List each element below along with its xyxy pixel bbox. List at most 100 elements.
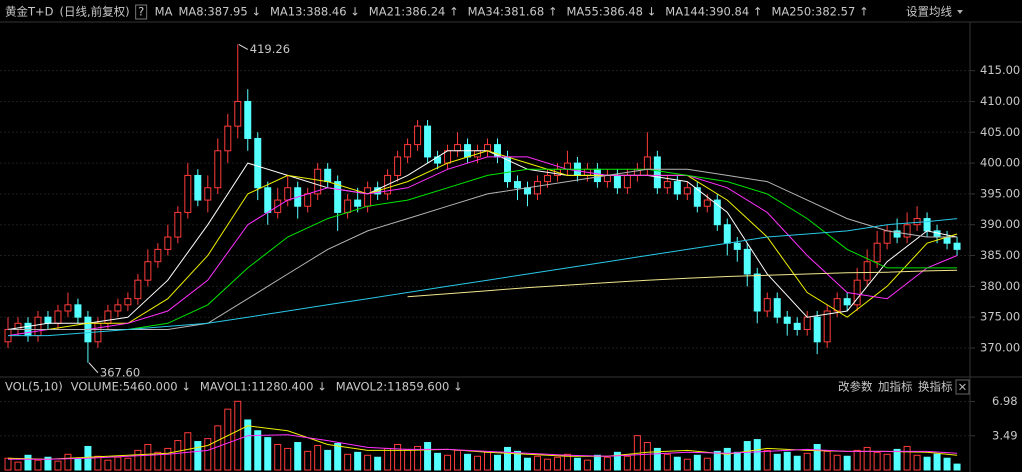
candle-body <box>683 187 691 195</box>
volume-title: VOL(5,10) <box>5 380 63 394</box>
volume-bar <box>813 443 821 471</box>
volume-bar <box>104 459 112 471</box>
volume-bar <box>64 453 72 471</box>
candle-body <box>623 174 631 189</box>
candle-body <box>344 199 352 213</box>
candle-body <box>753 273 761 312</box>
y-tick-label: 390.00 <box>980 217 1020 231</box>
volume-bar <box>464 453 472 471</box>
settings-button[interactable]: 设置均线 <box>906 5 952 19</box>
y-tick-label: 385.00 <box>980 248 1020 262</box>
ma-label: MA <box>155 5 173 19</box>
candle-body <box>663 181 671 189</box>
candle-body <box>44 316 52 324</box>
candle-body <box>603 174 611 183</box>
candle-body <box>154 248 162 263</box>
candle-body <box>114 304 122 312</box>
volume-bar <box>164 447 172 471</box>
candle-body <box>34 316 42 337</box>
volume-bar <box>663 453 671 471</box>
volume-bar <box>703 457 711 471</box>
volume-bar <box>254 430 262 471</box>
legend-entry: MA8:387.95 ↓ <box>178 5 261 19</box>
volume-bar <box>533 455 541 471</box>
panel-button[interactable]: 改参数 <box>838 380 873 394</box>
volume-bar <box>234 400 242 471</box>
volume-bar <box>424 442 432 471</box>
volume-bar <box>593 454 601 471</box>
ma-line <box>7 156 958 337</box>
y-tick-label: 400.00 <box>980 156 1020 170</box>
volume-bar <box>364 454 372 471</box>
volume-bar <box>264 437 272 471</box>
volume-bar <box>753 439 761 471</box>
volume-bar <box>543 458 551 471</box>
help-icon[interactable]: ? <box>138 5 144 19</box>
panel-button[interactable]: × <box>958 380 968 394</box>
volume-bar <box>124 457 132 471</box>
panel-button[interactable]: 换指标 <box>918 380 953 394</box>
volume-bar <box>823 450 831 471</box>
ma-line <box>407 269 958 298</box>
candle-body <box>194 174 202 201</box>
candle-body <box>424 125 432 158</box>
volume-bar <box>913 454 921 471</box>
legend-entry: MA21:386.24 ↑ <box>369 5 459 19</box>
ma-line <box>8 434 958 460</box>
volume-bar <box>484 451 492 471</box>
legend-entry: MA13:388.46 ↓ <box>270 5 360 19</box>
volume-bar <box>184 432 192 471</box>
ma-line <box>8 168 958 330</box>
candle-body <box>873 242 881 263</box>
volume-bar <box>833 454 841 471</box>
volume-bar <box>14 461 22 471</box>
volume-bar <box>693 454 701 471</box>
volume-bar <box>933 453 941 471</box>
volume-bar <box>623 455 631 471</box>
candle-body <box>673 181 681 195</box>
header: 黄金T+D (日线,前复权) ? MA 设置均线 MA8:387.95 ↓ MA1… <box>5 4 963 20</box>
volume-bar <box>474 455 482 471</box>
volume-bar <box>54 460 62 471</box>
candle-body <box>863 261 871 281</box>
volume-bar <box>324 449 332 471</box>
volume-bar <box>883 453 891 471</box>
legend-entry: MA144:390.84 ↑ <box>665 5 762 19</box>
candle-body <box>124 298 132 306</box>
candle-body <box>234 100 242 127</box>
candle-body <box>94 322 102 343</box>
candle-body <box>733 242 741 250</box>
y-tick-label: 405.00 <box>980 125 1020 139</box>
candle-body <box>414 125 422 146</box>
volume-bar <box>374 456 382 471</box>
volume-bar <box>194 441 202 471</box>
candle-body <box>653 156 661 189</box>
candle-body <box>314 168 322 195</box>
legend-entry: MA55:386.48 ↓ <box>566 5 656 19</box>
candle-body <box>803 316 811 330</box>
y-tick-label: 415.00 <box>980 63 1020 77</box>
volume-bar <box>434 452 442 471</box>
volume-bar <box>444 454 452 471</box>
candle-body <box>843 298 851 306</box>
candle-body <box>214 150 222 189</box>
y-tick-label: 375.00 <box>980 310 1020 324</box>
candle-body <box>454 144 462 152</box>
volume-bar <box>24 454 32 471</box>
legend-entry: MA34:381.68 ↑ <box>468 5 558 19</box>
help-box <box>135 4 148 20</box>
volume-bar <box>873 451 881 471</box>
volume-header: VOL(5,10) VOLUME:5460.000 ↓ MAVOL1:11280… <box>5 379 970 395</box>
volume-bar <box>174 440 182 471</box>
panel-button[interactable]: 加指标 <box>878 380 913 394</box>
candle-body <box>224 125 232 152</box>
candle-body <box>334 181 342 213</box>
candle-body <box>254 137 262 189</box>
volume-bar <box>953 463 961 471</box>
dropdown-icon[interactable] <box>957 10 963 14</box>
candle-body <box>773 298 781 318</box>
candle-body <box>933 230 941 238</box>
annotation-label: 419.26 <box>250 42 290 56</box>
candle-body <box>813 316 821 343</box>
